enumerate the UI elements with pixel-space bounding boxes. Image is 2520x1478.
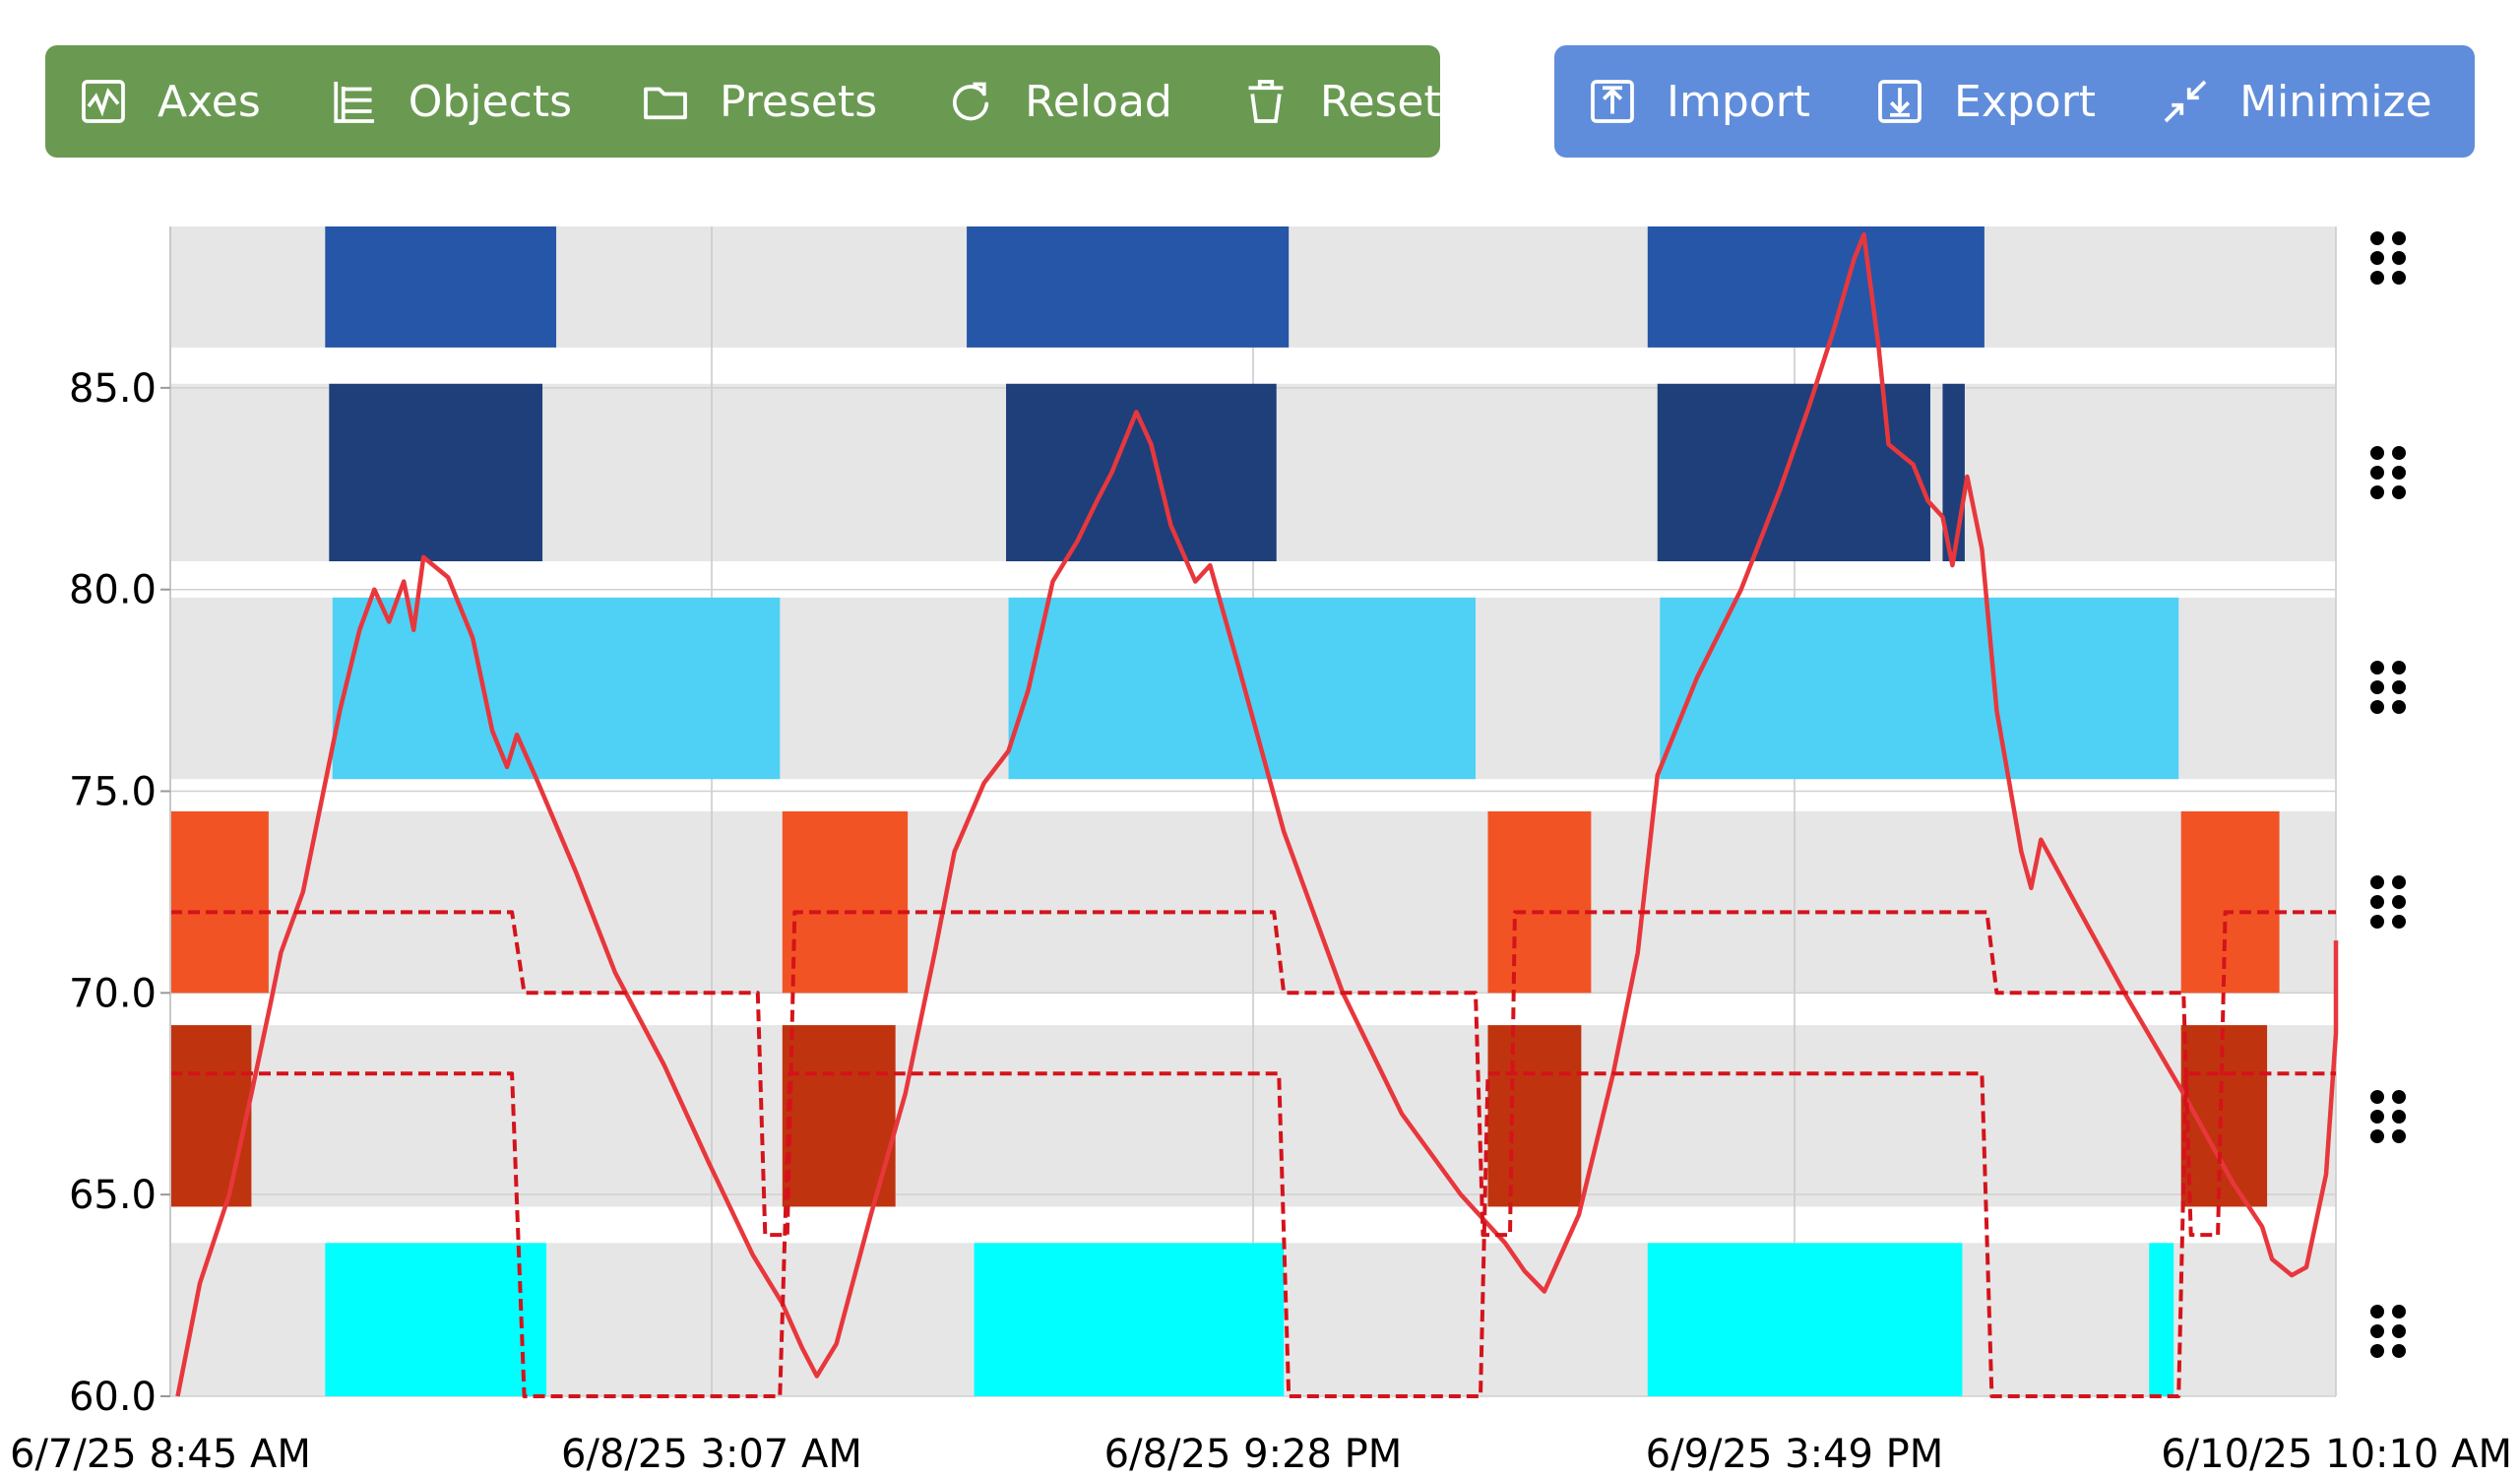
reset-button[interactable]: Reset	[1241, 45, 1441, 158]
objects-button-label: Objects	[408, 76, 573, 127]
objects-icon	[334, 82, 374, 123]
export-icon	[1878, 80, 1922, 123]
lane-4-segment	[782, 1025, 896, 1207]
minimize-icon	[2164, 80, 2207, 123]
trash-icon	[1248, 80, 1284, 123]
drag-handle-icon[interactable]	[2370, 1090, 2406, 1143]
lane-0-segment	[1647, 226, 1984, 348]
series-line-0	[175, 231, 2339, 1397]
lane-3-segment	[782, 811, 909, 994]
reload-icon	[953, 82, 989, 121]
presets-button[interactable]: Presets	[641, 45, 877, 158]
import-button[interactable]: Import	[1588, 45, 1810, 158]
export-button-label: Export	[1954, 76, 2097, 127]
lane-3-segment	[170, 811, 269, 994]
reload-button[interactable]: Reload	[946, 45, 1172, 158]
lane-5-segment	[2149, 1243, 2174, 1396]
x-tick-label: 6/8/25 9:28 PM	[1104, 1432, 1403, 1477]
y-tick-label: 60.0	[69, 1375, 157, 1420]
toolbar-left: Axes Objects Presets Reload Reset	[45, 45, 1441, 158]
objects-button[interactable]: Objects	[330, 45, 572, 158]
series-line-1	[170, 910, 2336, 1238]
presets-button-label: Presets	[720, 76, 878, 127]
x-tick-label: 6/7/25 8:45 AM	[10, 1432, 311, 1477]
import-button-label: Import	[1667, 76, 1811, 127]
y-tick-label: 75.0	[69, 770, 157, 815]
x-tick-label: 6/8/25 3:07 AM	[561, 1432, 862, 1477]
lane-4-segment	[1487, 1025, 1582, 1207]
x-tick-label: 6/10/25 10:10 AM	[2161, 1432, 2512, 1477]
reload-button-label: Reload	[1025, 76, 1172, 127]
lane-0-segment	[325, 226, 557, 348]
lane-4-segment	[170, 1025, 252, 1207]
minimize-button[interactable]: Minimize	[2161, 45, 2432, 158]
minimize-button-label: Minimize	[2239, 76, 2432, 127]
lane-1-segment	[329, 383, 543, 562]
drag-handle-icon[interactable]	[2370, 231, 2406, 285]
y-tick-label: 70.0	[69, 971, 157, 1016]
lane-1-segment	[1006, 383, 1277, 562]
drag-handle-icon[interactable]	[2370, 1305, 2406, 1358]
x-tick-label: 6/9/25 3:49 PM	[1646, 1432, 1944, 1477]
lane-2-segment	[1660, 597, 2179, 780]
drag-handle-icon[interactable]	[2370, 446, 2406, 499]
reset-button-label: Reset	[1319, 76, 1441, 127]
axes-icon	[82, 80, 125, 123]
y-tick-label: 80.0	[69, 568, 157, 613]
lane-5-segment	[325, 1243, 547, 1396]
lane-5-segment	[974, 1243, 1285, 1396]
y-tick-label: 65.0	[69, 1173, 157, 1218]
export-button[interactable]: Export	[1875, 45, 2096, 158]
folder-icon	[644, 87, 687, 120]
drag-handle-icon[interactable]	[2370, 661, 2406, 714]
lane-1-segment	[1657, 383, 1930, 562]
import-icon	[1591, 80, 1634, 123]
lane-2-segment	[1008, 597, 1476, 780]
y-tick-label: 85.0	[69, 366, 157, 412]
series-line-2	[170, 1071, 2336, 1398]
toolbar-right: Import Export Minimize	[1554, 45, 2475, 158]
lane-2-segment	[332, 597, 781, 780]
drag-handle-icon[interactable]	[2370, 875, 2406, 929]
axes-button[interactable]: Axes	[79, 45, 261, 158]
lane-5-segment	[1647, 1243, 1963, 1396]
lane-3-segment	[2180, 811, 2280, 994]
lane-3-segment	[1487, 811, 1592, 994]
lane-0-segment	[967, 226, 1290, 348]
axes-button-label: Axes	[158, 76, 261, 127]
